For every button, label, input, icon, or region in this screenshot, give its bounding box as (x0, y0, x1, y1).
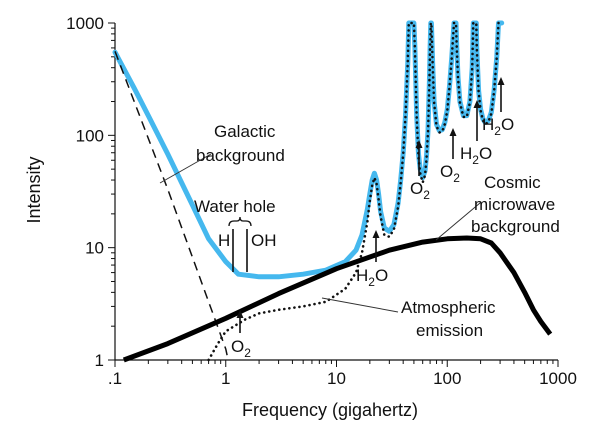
cmb-label-line3: background (471, 217, 560, 236)
annotation-marks (159, 77, 505, 333)
x-axis-label: Frequency (gigahertz) (242, 400, 418, 420)
cmb-label-line2: microwave (474, 195, 555, 214)
h2o-label-b: H2O (482, 115, 514, 138)
y-tick-label: 10 (85, 239, 104, 258)
series-group (112, 20, 553, 363)
cmb-label-line1: Cosmic (484, 173, 541, 192)
o2-label-b: O2 (440, 162, 460, 185)
oh-line-label: OH (251, 231, 277, 250)
x-tick-label: 1 (221, 369, 230, 388)
series-cosmic-microwave-background (122, 235, 553, 363)
x-tick-label: 1000 (539, 369, 577, 388)
x-tick-label: .1 (108, 369, 122, 388)
series-galactic-background (114, 51, 229, 361)
galactic-leader-line (159, 153, 212, 184)
y-tick-label: 1000 (66, 14, 104, 33)
y-axis-label: Intensity (24, 156, 44, 223)
o2-b-arrow-head (449, 128, 457, 136)
x-tick-label: 100 (433, 369, 461, 388)
h2o-a-arrow-head (473, 100, 481, 108)
x-tick-label: 10 (327, 369, 346, 388)
o2-low-arrow-head (236, 310, 244, 318)
h2o-low-arrow-head (372, 230, 380, 238)
atmospheric-label-line1: Atmospheric (401, 298, 496, 317)
galactic-label-line1: Galactic (214, 122, 276, 141)
cmb-leader-line (435, 202, 481, 241)
y-tick-label: 100 (76, 126, 104, 145)
galactic-label-line2: background (196, 146, 285, 165)
atmospheric-leader-line (321, 297, 399, 313)
water-hole-label: Water hole (194, 197, 276, 216)
atmospheric-label-line2: emission (416, 321, 483, 340)
water-hole-brace (228, 216, 252, 227)
h2o-low-label: H2O (356, 266, 388, 289)
h2o-label-a: H2O (460, 144, 492, 167)
h-line-label: H (218, 231, 230, 250)
y-tick-label: 1 (95, 351, 104, 370)
o2-a-arrow-head (415, 140, 423, 148)
o2-label-a: O2 (410, 179, 430, 202)
h2o-b-arrow-head (497, 77, 505, 85)
o2-low-label: O2 (231, 337, 251, 360)
